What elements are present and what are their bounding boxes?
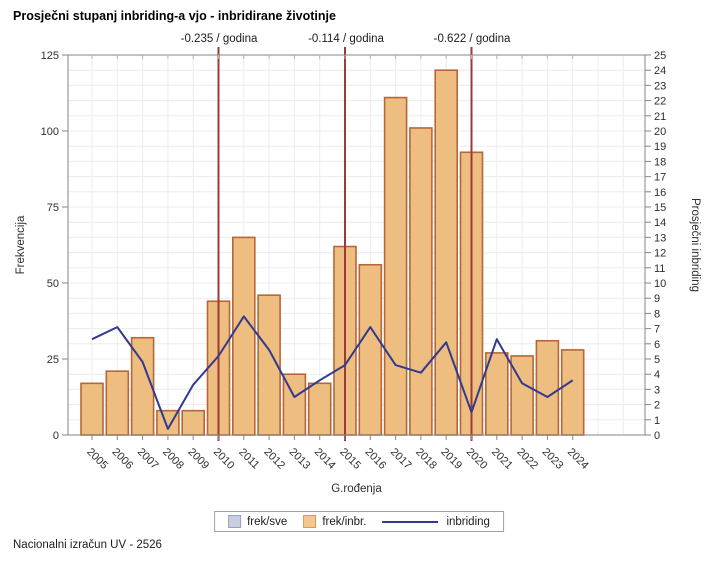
x-tick-label-2021: 2021 (489, 446, 515, 472)
bar-2017 (383, 96, 408, 436)
slope-annotation-2015: -0.114 / godina (308, 33, 384, 45)
inbriding-line (91, 315, 574, 430)
bar-2006 (105, 370, 130, 436)
right-tick-label: 1 (654, 415, 660, 427)
x-tick-label-2023: 2023 (540, 446, 566, 472)
right-tick-label: 16 (654, 187, 666, 199)
bar-2016 (358, 263, 383, 436)
left-tick-label: 75 (47, 202, 59, 214)
y-axis-label-right: Prosječni inbriding (689, 198, 701, 292)
gray-swatch-icon (228, 515, 242, 528)
right-tick-label: 15 (654, 202, 666, 214)
right-tick-label: 6 (654, 339, 660, 351)
right-tick-label: 0 (654, 430, 660, 442)
x-tick-label-2016: 2016 (363, 446, 389, 472)
bar-2024 (560, 349, 585, 436)
x-tick-label-2012: 2012 (261, 446, 287, 472)
bar-2022 (510, 355, 534, 436)
right-tick-label: 7 (654, 324, 660, 336)
chart-title: Prosječni stupanj inbriding-a vjo - inbr… (13, 9, 336, 23)
x-axis-label: G.rođenja (331, 483, 382, 495)
orange-swatch-icon (303, 515, 317, 528)
slope-annotation-2010: -0.235 / godina (180, 33, 258, 45)
left-tick-label: 100 (41, 126, 59, 138)
legend-item-frek-inbr: frek/inbr. (303, 515, 366, 528)
x-tick-label-2005: 2005 (84, 446, 110, 472)
legend: frek/sve frek/inbr. inbriding (214, 511, 504, 532)
x-tick-label-2013: 2013 (287, 446, 313, 472)
right-tick-label: 3 (654, 384, 660, 396)
right-tick-label: 19 (654, 141, 666, 153)
right-tick-label: 9 (654, 293, 660, 305)
left-tick-label: 25 (47, 354, 59, 366)
x-tick-label-2022: 2022 (514, 446, 540, 472)
footer-note: Nacionalni izračun UV - 2526 (13, 539, 162, 551)
bar-2009 (181, 409, 205, 436)
right-tick-label: 23 (654, 80, 666, 92)
x-tick-label-2006: 2006 (110, 446, 136, 472)
bar-2019 (434, 69, 459, 436)
bar-2011 (232, 236, 256, 436)
right-tick-label: 22 (654, 96, 666, 108)
right-tick-label: 24 (654, 65, 666, 77)
right-tick-label: 10 (654, 278, 666, 290)
right-tick-label: 8 (654, 308, 660, 320)
right-tick-label: 4 (654, 369, 660, 381)
bar-2014 (307, 382, 332, 436)
x-tick-label-2007: 2007 (135, 446, 161, 472)
right-tick-label: 13 (654, 232, 666, 244)
x-tick-label-2008: 2008 (160, 446, 186, 472)
x-tick-label-2011: 2011 (236, 446, 261, 471)
bar-2018 (409, 127, 433, 436)
y-axis-label-left: Frekvencija (15, 215, 27, 274)
legend-label-inbriding: inbriding (446, 515, 490, 528)
line-swatch-icon (382, 520, 439, 523)
x-tick-label-2020: 2020 (464, 446, 490, 472)
right-tick-label: 2 (654, 400, 660, 412)
right-tick-label: 14 (654, 217, 666, 229)
left-tick-label: 125 (41, 50, 59, 62)
plot-frame (67, 54, 646, 436)
right-tick-label: 18 (654, 156, 666, 168)
x-tick-label-2018: 2018 (413, 446, 439, 472)
x-tick-label-2009: 2009 (185, 446, 211, 472)
x-tick-label-2015: 2015 (337, 446, 363, 472)
x-tick-label-2014: 2014 (312, 446, 338, 472)
x-tick-label-2024: 2024 (565, 446, 591, 472)
left-tick-label: 0 (53, 430, 59, 442)
legend-item-inbriding: inbriding (382, 515, 490, 528)
slope-annotation-2020: -0.622 / godina (433, 33, 511, 45)
x-tick-label-2019: 2019 (438, 446, 464, 472)
right-tick-label: 21 (654, 111, 666, 123)
bar-2005 (80, 382, 104, 436)
right-tick-label: 5 (654, 354, 660, 366)
bar-2021 (484, 352, 509, 436)
right-tick-label: 11 (654, 263, 665, 275)
right-tick-label: 20 (654, 126, 666, 138)
bar-2023 (535, 339, 560, 436)
right-tick-label: 17 (654, 172, 666, 184)
left-tick-label: 50 (47, 278, 59, 290)
legend-item-frek-sve: frek/sve (228, 515, 287, 528)
legend-label-frek-sve: frek/sve (247, 515, 288, 528)
right-tick-label: 12 (654, 248, 666, 260)
x-tick-label-2017: 2017 (388, 446, 414, 472)
x-tick-label-2010: 2010 (211, 446, 237, 472)
right-tick-label: 25 (654, 50, 666, 62)
legend-label-frek-inbr: frek/inbr. (322, 515, 367, 528)
